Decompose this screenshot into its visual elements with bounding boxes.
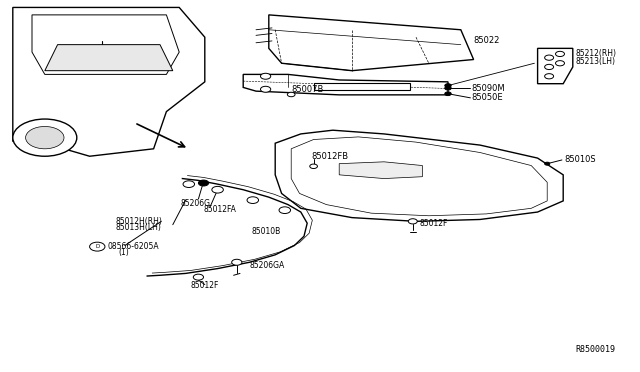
Polygon shape [275,130,563,221]
Text: 85012FB: 85012FB [312,153,349,161]
Circle shape [445,84,451,87]
Circle shape [445,86,451,90]
Polygon shape [13,7,205,156]
Circle shape [212,186,223,193]
Circle shape [260,73,271,79]
Circle shape [556,51,564,57]
Circle shape [232,259,242,265]
Text: 85010S: 85010S [564,155,596,164]
Text: D: D [95,244,99,249]
Text: 85012F: 85012F [191,281,219,290]
Circle shape [545,74,554,79]
Circle shape [408,219,417,224]
Circle shape [183,181,195,187]
Text: R8500019: R8500019 [575,345,615,354]
Text: 85012FA: 85012FA [204,205,236,214]
Circle shape [545,64,554,70]
Circle shape [556,61,564,66]
Circle shape [26,126,64,149]
Text: 85212(RH): 85212(RH) [576,49,617,58]
Text: 85213(LH): 85213(LH) [576,57,616,66]
Polygon shape [269,15,474,71]
Circle shape [260,86,271,92]
Text: 85012F: 85012F [419,219,447,228]
Circle shape [193,274,204,280]
Circle shape [247,197,259,203]
Circle shape [545,55,554,60]
Text: 85007B: 85007B [291,85,324,94]
Circle shape [287,92,295,97]
Polygon shape [243,74,448,95]
Polygon shape [314,83,410,90]
Polygon shape [538,48,573,84]
Text: 85050E: 85050E [472,93,503,102]
Polygon shape [45,45,173,71]
Circle shape [198,180,209,186]
Circle shape [545,162,550,165]
Circle shape [310,164,317,169]
Text: (1): (1) [118,248,129,257]
Text: 85013H(LH): 85013H(LH) [115,223,161,232]
Polygon shape [339,162,422,179]
Text: 85090M: 85090M [472,84,506,93]
Text: 85022: 85022 [474,36,500,45]
Text: 85012H(RH): 85012H(RH) [115,217,162,226]
Text: 85206GA: 85206GA [250,261,285,270]
Circle shape [90,242,105,251]
Circle shape [13,119,77,156]
Circle shape [445,92,451,96]
Text: 85206G: 85206G [180,199,211,208]
Text: 08566-6205A: 08566-6205A [108,242,159,251]
Text: 85010B: 85010B [252,227,281,236]
Circle shape [279,207,291,214]
Polygon shape [32,15,179,74]
